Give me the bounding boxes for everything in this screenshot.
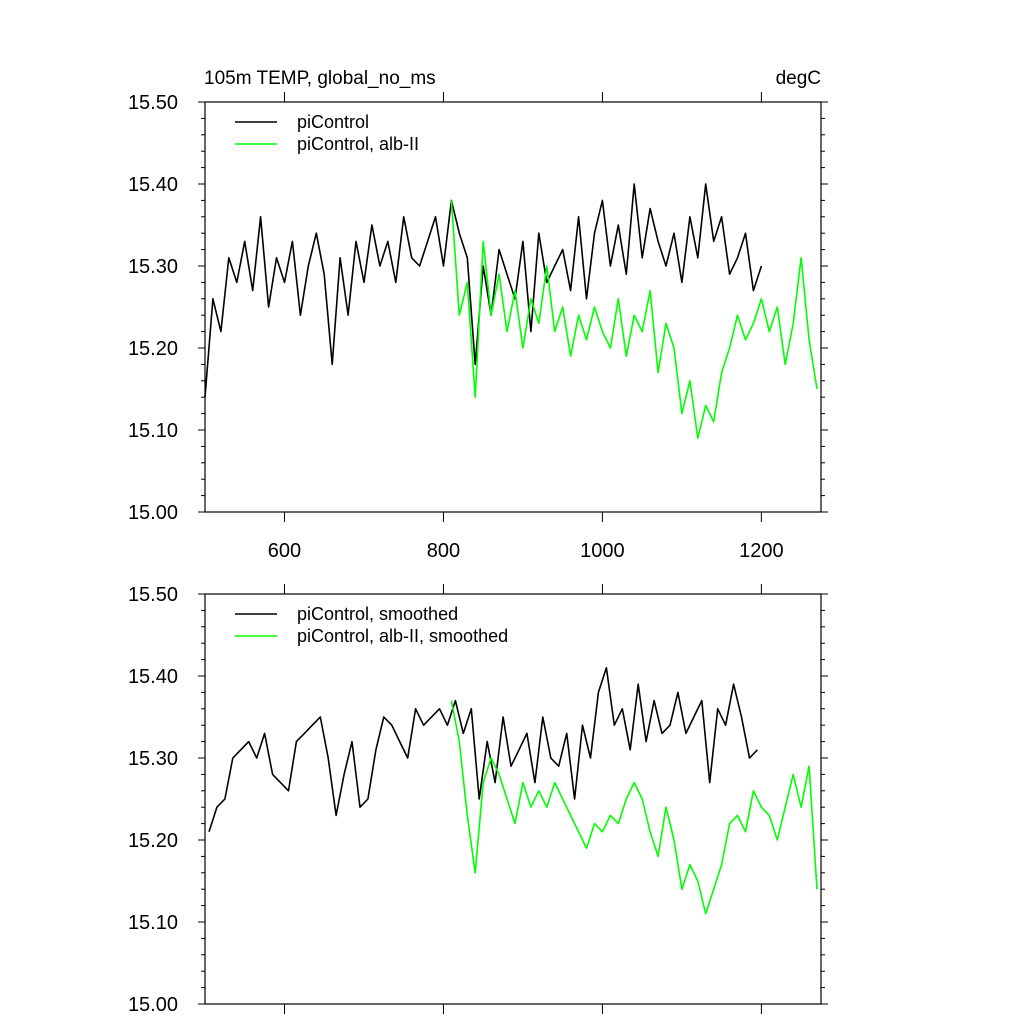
y-tick-label: 15.30	[128, 256, 178, 278]
legend-label-2: piControl, alb-II	[297, 134, 419, 154]
y-tick-label: 15.20	[128, 338, 178, 360]
x-tick-label: 800	[427, 540, 460, 562]
bottom-panel: 15.00 15.10 15.20 15.30 15.40 15.50 piControl,…	[128, 584, 828, 1016]
series-line-2	[450, 200, 818, 440]
x-tick-label: 600	[268, 540, 301, 562]
top-panel: 105m TEMP, global_no_ms degC 15.00 15.10 1…	[128, 68, 828, 562]
plot-frame	[204, 101, 822, 513]
x-tick-label: 1000	[580, 540, 625, 562]
y-tick-label: 15.50	[128, 584, 178, 606]
series-line-1	[204, 183, 763, 398]
y-tick-label: 15.40	[128, 666, 178, 688]
y-tick-label: 15.20	[128, 830, 178, 852]
y-tick-label: 15.50	[128, 92, 178, 114]
x-tick-label: 1200	[739, 540, 784, 562]
legend-label-1: piControl	[297, 112, 369, 132]
legend-label-1: piControl, smoothed	[297, 604, 458, 624]
y-tick-label: 15.10	[128, 912, 178, 934]
y-tick-label: 15.00	[128, 502, 178, 524]
units-label: degC	[776, 68, 821, 89]
y-tick-label: 15.40	[128, 174, 178, 196]
chart-title: 105m TEMP, global_no_ms	[204, 68, 436, 89]
legend-label-2: piControl, alb-II, smoothed	[297, 626, 508, 646]
y-tick-label: 15.10	[128, 420, 178, 442]
y-tick-label: 15.00	[128, 994, 178, 1016]
y-tick-label: 15.30	[128, 748, 178, 770]
series-line-1	[208, 666, 758, 833]
plot-frame	[204, 593, 822, 1005]
